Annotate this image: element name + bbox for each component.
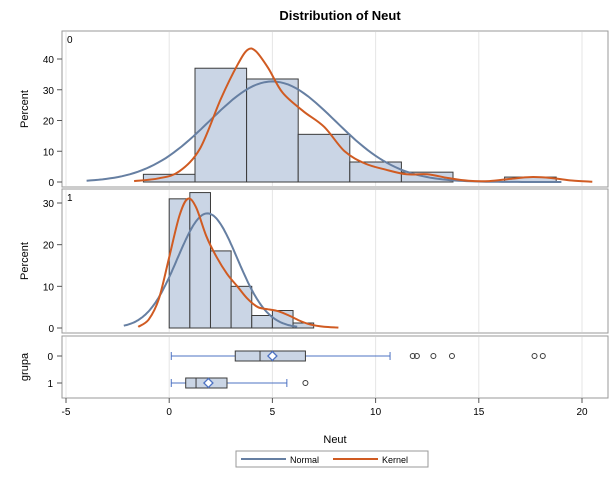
histogram-bar: [246, 78, 299, 183]
y-axis-label: Percent: [19, 242, 31, 280]
histogram-bar: [251, 315, 273, 329]
legend-frame: [235, 450, 429, 468]
panel-label: 1: [67, 193, 73, 204]
panel-label: 0: [67, 35, 73, 46]
panel-frame: [61, 335, 609, 399]
outlier-point: [430, 353, 437, 359]
outlier-point: [409, 353, 416, 359]
x-tick-label: 15: [473, 407, 485, 418]
x-tick-label: 5: [270, 407, 276, 418]
y-tick-label: 30: [43, 199, 55, 210]
y-tick-label: 20: [43, 241, 55, 252]
normal-curve: [123, 212, 298, 328]
y-tick-label: 40: [43, 55, 55, 66]
category-label: 1: [47, 379, 53, 390]
y-tick-label: 0: [48, 178, 54, 189]
mean-marker: [202, 377, 214, 389]
chart-title: Distribution of Neut: [279, 8, 401, 23]
legend: Normal Kernel: [235, 450, 429, 468]
y-tick-label: 0: [48, 324, 54, 335]
y-axis-label: Percent: [19, 90, 31, 128]
y-axis-label: grupa: [19, 352, 31, 381]
mean-marker: [266, 350, 278, 362]
outlier-point: [413, 353, 420, 359]
legend-label-kernel: Kernel: [382, 455, 408, 465]
outlier-point: [539, 353, 546, 359]
histogram-bar: [194, 67, 248, 183]
histogram-bar: [297, 133, 351, 183]
x-tick-label: -5: [62, 407, 71, 418]
outlier-point: [448, 353, 455, 359]
category-label: 0: [47, 352, 53, 363]
y-tick-label: 30: [43, 86, 55, 97]
panel-frame: [61, 188, 609, 334]
legend-label-normal: Normal: [290, 455, 319, 465]
y-tick-label: 10: [43, 147, 55, 158]
x-tick-label: 10: [370, 407, 382, 418]
outlier-point: [302, 380, 309, 386]
x-tick-label: 0: [166, 407, 172, 418]
y-tick-label: 20: [43, 117, 55, 128]
y-tick-label: 10: [43, 282, 55, 293]
kernel-curve: [133, 47, 593, 183]
outlier-point: [531, 353, 538, 359]
x-axis-label: Neut: [323, 434, 346, 446]
x-tick-label: 20: [576, 407, 588, 418]
kernel-curve: [137, 197, 339, 329]
